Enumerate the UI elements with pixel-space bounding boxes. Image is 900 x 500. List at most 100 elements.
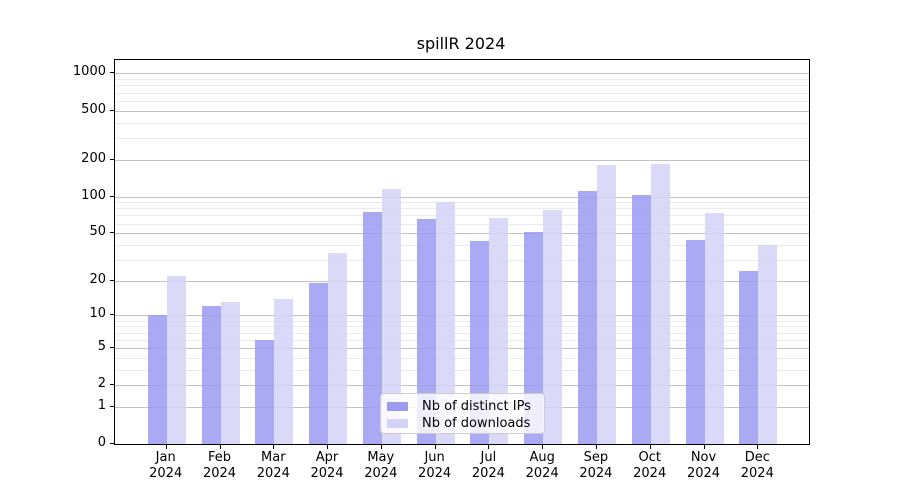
minor-gridline: [115, 259, 809, 261]
bar-jan-downloads: [166, 275, 186, 444]
x-tick-mark: [434, 445, 436, 449]
x-tick-label-nov: Nov 2024: [686, 450, 721, 481]
legend-swatch-distinct-ips: [387, 402, 408, 411]
minor-gridline: [115, 85, 809, 87]
minor-gridline: [115, 320, 809, 322]
x-tick-label-may: May 2024: [364, 450, 398, 481]
major-gridline: [115, 347, 809, 349]
major-gridline: [115, 315, 809, 317]
y-tick-mark: [110, 405, 114, 407]
x-tick-label-oct: Oct 2024: [633, 450, 667, 481]
bar-sep-ips: [577, 191, 597, 444]
major-gridline: [115, 196, 809, 198]
legend-label-downloads: Nb of downloads: [422, 416, 531, 431]
y-tick-label: 0: [97, 435, 106, 450]
bar-apr-downloads: [328, 253, 347, 444]
minor-gridline: [115, 202, 809, 204]
minor-gridline: [115, 92, 809, 94]
x-tick-mark: [649, 445, 651, 449]
y-tick-mark: [110, 314, 114, 316]
bar-mar-ips: [255, 339, 275, 444]
major-gridline: [115, 73, 809, 75]
bar-jun-ips: [416, 218, 436, 444]
plot-area: Nb of distinct IPs Nb of downloads: [114, 59, 810, 445]
y-tick-mark: [110, 279, 114, 281]
x-tick-mark: [219, 445, 221, 449]
bar-may-ips: [362, 211, 382, 444]
major-gridline: [115, 233, 809, 235]
minor-gridline: [115, 223, 809, 225]
bar-oct-ips: [631, 194, 651, 444]
x-tick-label-aug: Aug 2024: [525, 450, 559, 481]
x-tick-mark: [757, 445, 759, 449]
x-tick-label-feb: Feb 2024: [202, 450, 237, 481]
minor-gridline: [115, 215, 809, 217]
minor-gridline: [115, 208, 809, 210]
y-tick-label: 5: [97, 338, 106, 354]
legend-swatch-downloads: [387, 419, 408, 428]
minor-gridline: [115, 122, 809, 124]
bar-aug-ips: [524, 232, 544, 444]
chart-title: spillR 2024: [416, 34, 506, 53]
y-tick-label: 500: [81, 101, 106, 117]
bar-aug-downloads: [543, 210, 563, 444]
y-tick-label: 200: [81, 150, 106, 166]
bar-nov-downloads: [704, 213, 724, 444]
minor-gridline: [115, 326, 809, 328]
x-tick-mark: [165, 445, 167, 449]
x-tick-label-jan: Jan 2024: [149, 450, 183, 481]
bar-jan-ips: [147, 315, 167, 444]
minor-gridline: [115, 357, 809, 359]
bar-mar-downloads: [274, 298, 294, 444]
y-tick-mark: [110, 109, 114, 111]
y-tick-label: 100: [81, 187, 106, 203]
x-tick-mark: [273, 445, 275, 449]
x-tick-mark: [380, 445, 382, 449]
minor-gridline: [115, 100, 809, 102]
y-tick-label: 1: [97, 397, 106, 413]
bar-dec-ips: [739, 271, 759, 444]
minor-gridline: [115, 137, 809, 139]
legend-label-distinct-ips: Nb of distinct IPs: [422, 399, 531, 414]
x-tick-label-sep: Sep 2024: [579, 450, 613, 481]
y-tick-label: 20: [89, 271, 106, 287]
x-tick-label-apr: Apr 2024: [310, 450, 344, 481]
x-tick-mark: [703, 445, 705, 449]
major-gridline: [115, 159, 809, 161]
bar-jun-downloads: [435, 202, 455, 444]
bar-sep-downloads: [596, 164, 616, 444]
minor-gridline: [115, 244, 809, 246]
legend-item-distinct-ips: Nb of distinct IPs: [387, 398, 544, 415]
legend-item-downloads: Nb of downloads: [387, 415, 544, 432]
major-gridline: [115, 280, 809, 282]
x-tick-mark: [488, 445, 490, 449]
y-tick-label: 50: [89, 224, 106, 240]
bar-feb-downloads: [220, 302, 240, 444]
major-gridline: [115, 385, 809, 387]
x-tick-label-jul: Jul 2024: [471, 450, 505, 481]
minor-gridline: [115, 369, 809, 371]
y-tick-mark: [110, 232, 114, 234]
bar-dec-downloads: [758, 244, 778, 444]
minor-gridline: [115, 332, 809, 334]
y-tick-mark: [110, 443, 114, 444]
bar-may-downloads: [381, 189, 401, 444]
x-tick-label-mar: Mar 2024: [256, 450, 290, 481]
legend: Nb of distinct IPs Nb of downloads: [380, 393, 545, 434]
x-tick-mark: [542, 445, 544, 449]
x-tick-label-jun: Jun 2024: [418, 450, 452, 481]
minor-gridline: [115, 339, 809, 341]
x-tick-label-dec: Dec 2024: [740, 450, 774, 481]
major-gridline: [115, 110, 809, 112]
y-tick-label: 2: [97, 376, 106, 392]
y-tick-mark: [110, 346, 114, 348]
bar-jul-downloads: [489, 217, 509, 444]
x-tick-mark: [595, 445, 597, 449]
bar-nov-ips: [685, 239, 705, 444]
bar-feb-ips: [201, 306, 221, 444]
y-tick-mark: [110, 384, 114, 386]
bar-oct-downloads: [650, 163, 670, 444]
y-tick-mark: [110, 195, 114, 197]
minor-gridline: [115, 79, 809, 81]
y-tick-mark: [110, 158, 114, 160]
